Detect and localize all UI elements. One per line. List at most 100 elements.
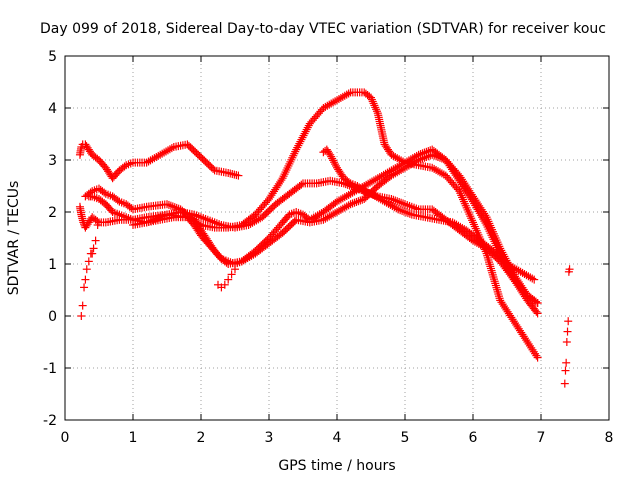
data-point bbox=[485, 227, 494, 236]
series-1 bbox=[75, 140, 243, 183]
series-6 bbox=[319, 145, 542, 307]
data-point bbox=[354, 197, 363, 206]
data-point bbox=[231, 265, 239, 274]
y-tick-label: -2 bbox=[43, 413, 57, 429]
data-point bbox=[327, 152, 336, 161]
data-point bbox=[368, 97, 377, 106]
data-point bbox=[77, 312, 86, 320]
data-point bbox=[364, 188, 373, 197]
data-point bbox=[491, 239, 500, 248]
data-point bbox=[360, 187, 369, 196]
data-point bbox=[564, 317, 573, 326]
data-point bbox=[486, 229, 495, 238]
data-point bbox=[412, 151, 421, 160]
x-tick-label: 8 bbox=[605, 430, 614, 446]
data-point bbox=[492, 241, 501, 250]
data-point bbox=[405, 209, 414, 218]
x-tick-label: 5 bbox=[401, 430, 410, 446]
data-point bbox=[371, 191, 380, 200]
data-point bbox=[490, 237, 499, 246]
data-point bbox=[561, 366, 570, 375]
data-point bbox=[422, 147, 431, 156]
data-point bbox=[329, 156, 338, 165]
x-tick-label: 1 bbox=[129, 430, 138, 446]
data-point bbox=[352, 197, 361, 206]
data-point bbox=[532, 307, 541, 316]
data-point bbox=[224, 275, 233, 284]
data-point bbox=[286, 157, 295, 166]
data-point bbox=[530, 275, 539, 284]
data-point bbox=[484, 225, 493, 234]
data-point bbox=[565, 265, 574, 274]
data-point bbox=[366, 189, 375, 198]
data-point bbox=[528, 274, 537, 283]
data-point bbox=[367, 93, 375, 102]
data-point bbox=[283, 163, 292, 172]
data-point bbox=[285, 159, 294, 168]
data-point bbox=[93, 221, 102, 229]
data-point bbox=[391, 196, 400, 205]
plot-frame bbox=[64, 55, 610, 421]
data-point bbox=[387, 195, 396, 203]
data-point bbox=[82, 265, 91, 274]
chart-title: Day 099 of 2018, Sidereal Day-to-day VTE… bbox=[40, 21, 606, 37]
data-point bbox=[367, 95, 376, 104]
data-point bbox=[533, 309, 542, 318]
y-tick-label: 2 bbox=[48, 205, 57, 221]
data-point bbox=[494, 245, 503, 254]
data-point bbox=[414, 150, 423, 159]
data-point bbox=[91, 236, 100, 245]
series-9 bbox=[560, 265, 574, 388]
data-point bbox=[166, 201, 175, 210]
data-point bbox=[489, 235, 498, 244]
data-point bbox=[372, 105, 381, 114]
data-point bbox=[560, 379, 569, 388]
data-point bbox=[344, 89, 353, 98]
data-point bbox=[344, 201, 353, 210]
data-point bbox=[394, 205, 403, 214]
data-point bbox=[84, 257, 93, 266]
data-point bbox=[287, 155, 296, 164]
data-point bbox=[532, 351, 541, 360]
data-point bbox=[328, 154, 337, 163]
data-point bbox=[209, 164, 218, 173]
data-point bbox=[531, 297, 540, 306]
data-point bbox=[397, 198, 406, 207]
data-point bbox=[279, 172, 288, 181]
data-point bbox=[81, 275, 90, 284]
x-tick-label: 6 bbox=[469, 430, 478, 446]
data-point bbox=[367, 190, 376, 199]
data-point bbox=[172, 203, 181, 212]
data-point bbox=[369, 99, 378, 108]
data-point bbox=[163, 200, 171, 209]
y-tick-label: 1 bbox=[48, 257, 57, 273]
data-point bbox=[392, 204, 401, 213]
data-point bbox=[88, 249, 97, 258]
data-point bbox=[280, 170, 289, 179]
data-point bbox=[297, 180, 306, 189]
data-point bbox=[80, 283, 89, 292]
data-point bbox=[369, 190, 378, 199]
data-point bbox=[331, 160, 340, 169]
y-tick-label: 4 bbox=[48, 101, 57, 117]
data-point bbox=[346, 200, 355, 209]
data-point bbox=[227, 270, 236, 279]
data-point bbox=[358, 185, 367, 194]
data-point bbox=[362, 187, 371, 196]
data-point bbox=[399, 199, 408, 208]
data-point bbox=[350, 198, 359, 207]
series-8 bbox=[214, 265, 239, 292]
data-point bbox=[370, 101, 379, 110]
data-point bbox=[290, 149, 299, 158]
series-7 bbox=[77, 221, 102, 320]
data-point bbox=[291, 147, 300, 156]
data-point bbox=[400, 207, 409, 216]
data-point bbox=[281, 168, 290, 177]
data-point bbox=[396, 206, 405, 215]
x-tick-label: 3 bbox=[265, 430, 274, 446]
data-points bbox=[75, 88, 574, 388]
data-point bbox=[78, 301, 87, 310]
data-point bbox=[170, 203, 179, 212]
